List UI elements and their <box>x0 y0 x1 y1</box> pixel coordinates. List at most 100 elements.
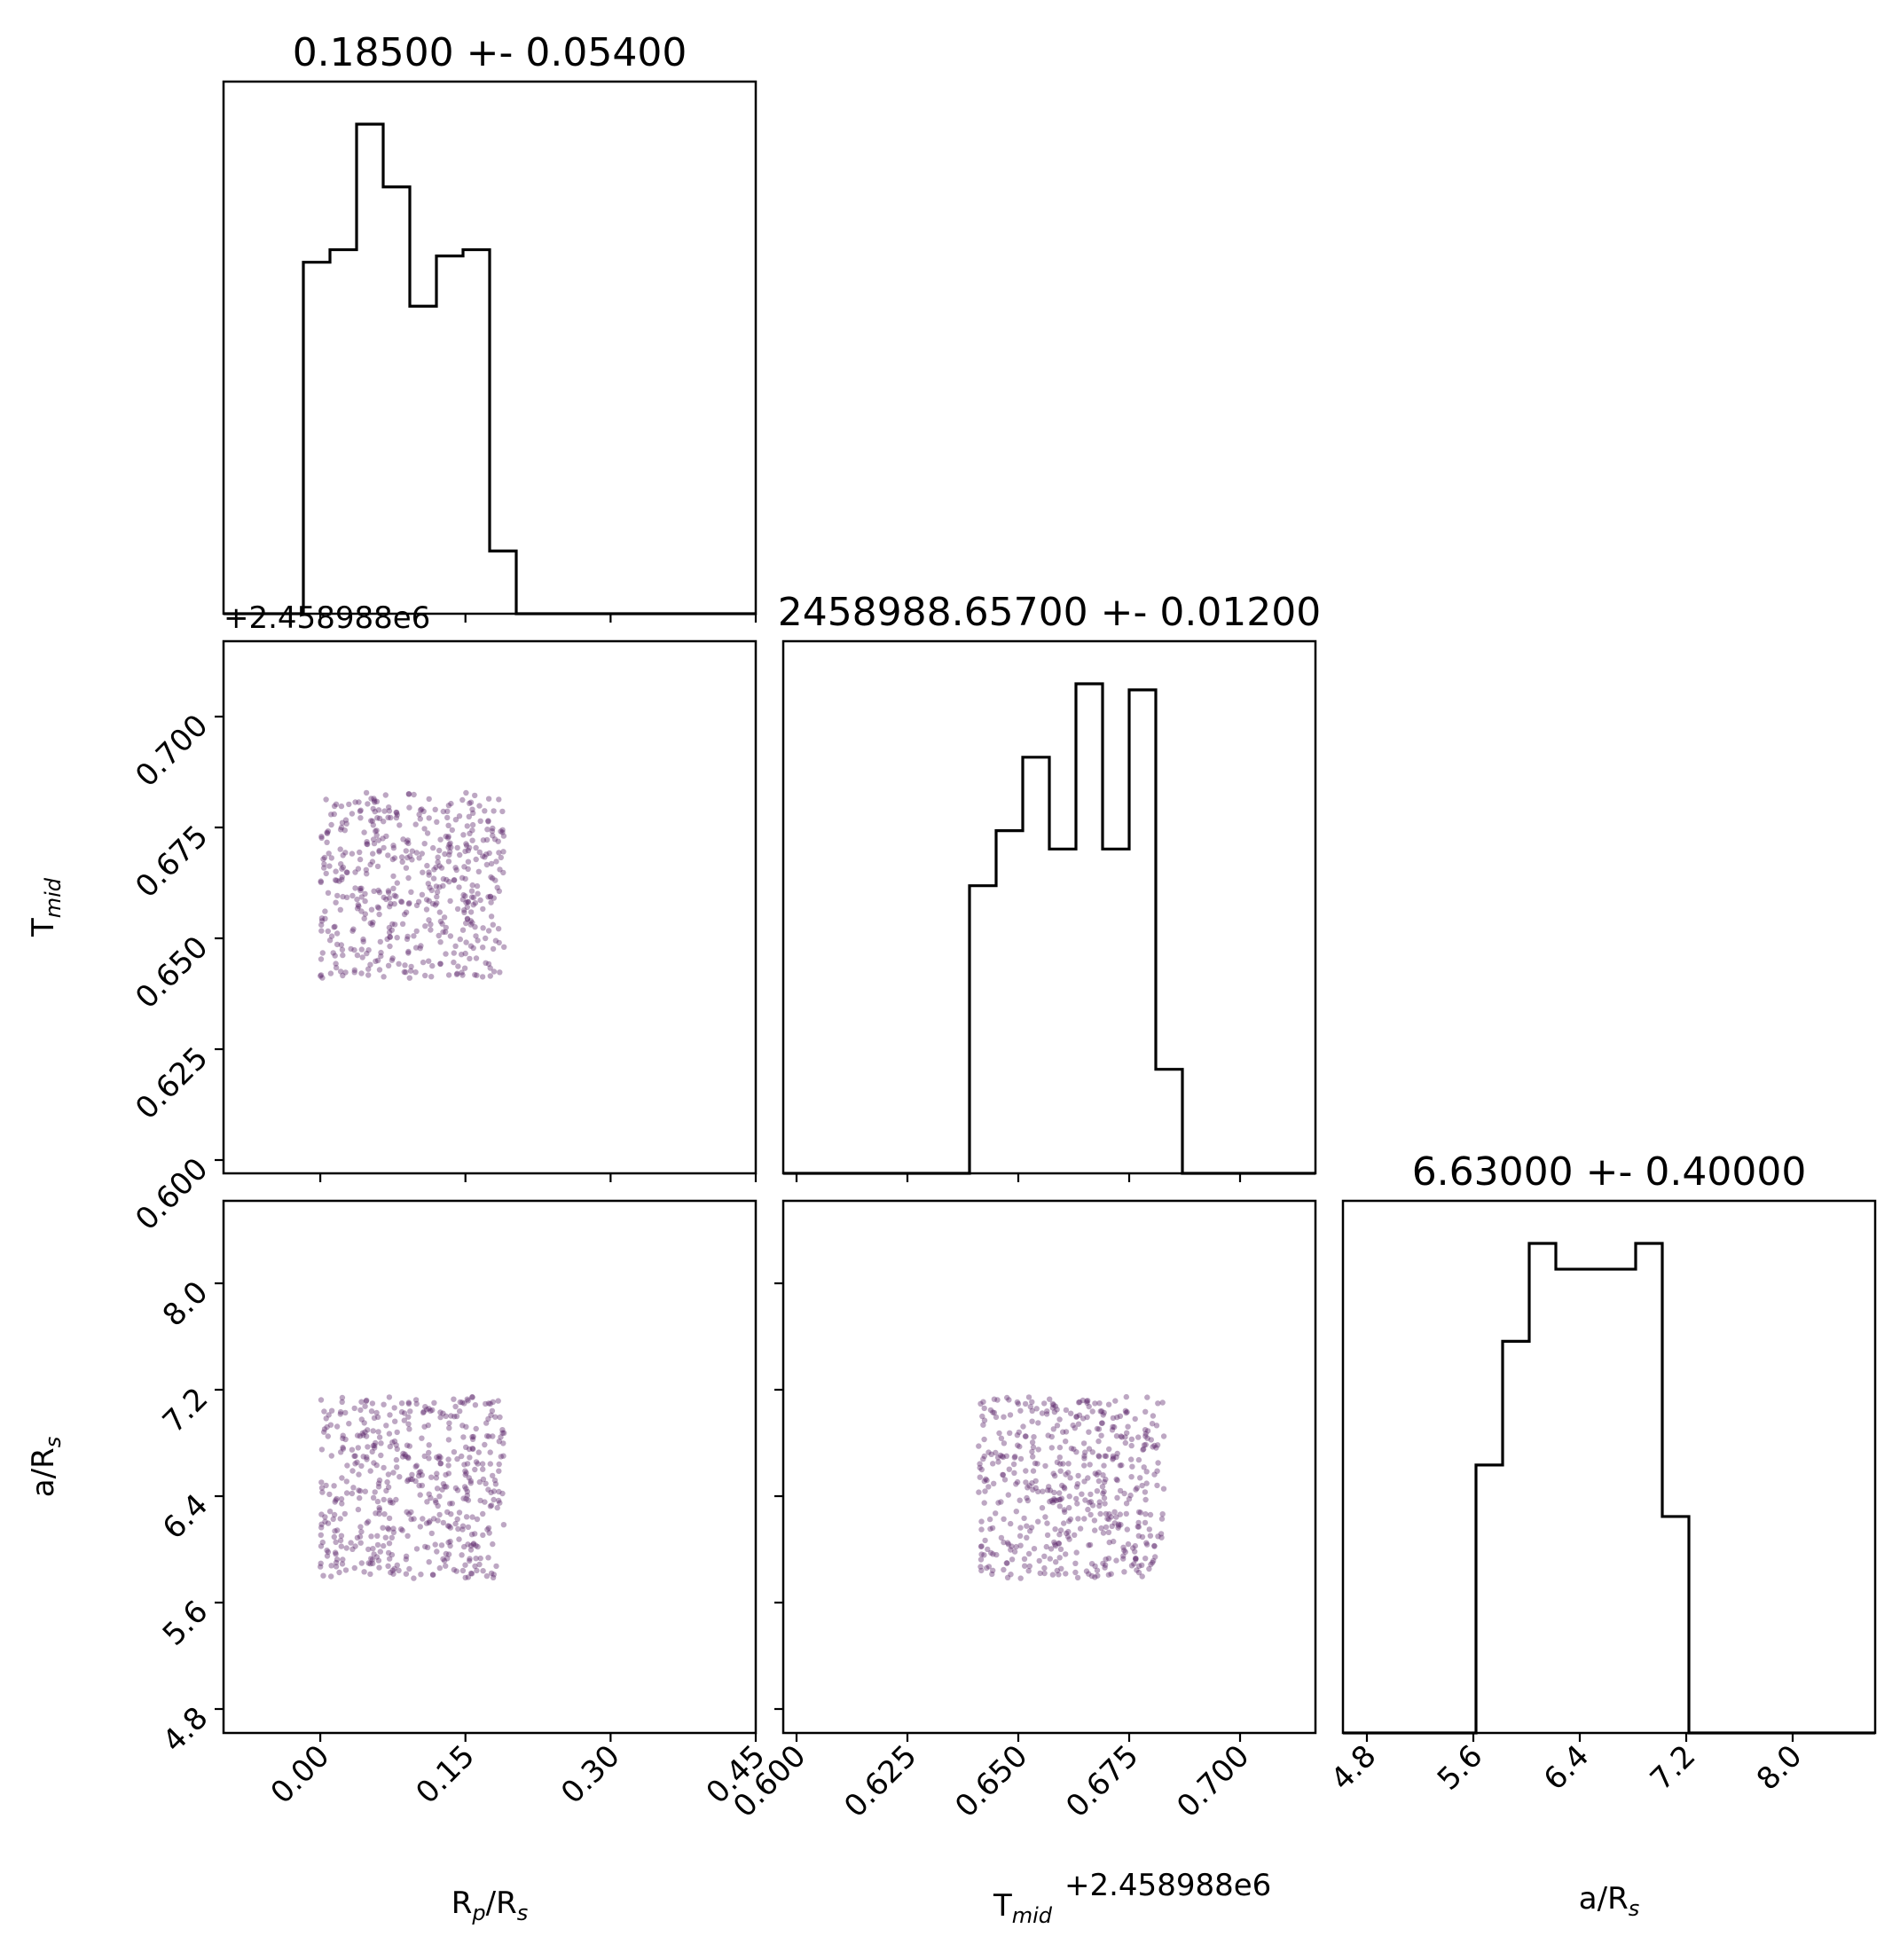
scatter-point <box>362 1429 368 1435</box>
scatter-point <box>446 1523 452 1530</box>
scatter-point <box>1052 1472 1058 1479</box>
scatter-point <box>369 1400 376 1407</box>
scatter-point <box>443 1413 449 1420</box>
scatter-point <box>386 1526 392 1533</box>
scatter-point <box>466 844 473 851</box>
scatter-point <box>1072 1569 1079 1576</box>
scatter-point <box>405 840 412 847</box>
scatter-point <box>1011 1454 1018 1461</box>
scatter-point <box>416 811 422 818</box>
scatter-point <box>447 1501 453 1507</box>
scatter-point <box>1150 1557 1157 1564</box>
histogram-rp <box>224 122 756 615</box>
scatter-point <box>480 1532 486 1539</box>
scatter-point <box>1124 1526 1131 1533</box>
scatter-point <box>465 1541 471 1548</box>
scatter-point <box>318 1521 325 1527</box>
scatter-point <box>327 970 334 976</box>
scatter-point <box>1025 1394 1032 1400</box>
scatter-point <box>1052 1403 1059 1409</box>
scatter-point <box>422 1543 428 1550</box>
scatter-point <box>430 844 436 851</box>
scatter-point <box>1135 1509 1142 1516</box>
scatter-point <box>1094 1567 1101 1573</box>
scatter-point <box>985 1484 992 1490</box>
scatter-point <box>1150 1444 1156 1450</box>
scatter-point <box>404 854 411 861</box>
scatter-point <box>444 835 451 841</box>
scatter-point <box>334 1423 341 1430</box>
scatter-point <box>1154 1468 1160 1474</box>
x-axis-label-tmid: Tmid <box>993 1888 1053 1928</box>
scatter-point <box>405 1477 412 1483</box>
scatter-point <box>489 827 496 835</box>
scatter-point <box>463 843 470 849</box>
scatter-point <box>1079 1491 1085 1497</box>
scatter-point <box>1135 1524 1142 1530</box>
scatter-point <box>374 957 381 964</box>
scatter-point <box>461 1484 468 1490</box>
scatter-point <box>375 1480 382 1486</box>
scatter-point <box>333 1564 340 1570</box>
scatter-point <box>365 1427 371 1433</box>
scatter-rp-vs-tmid <box>318 789 507 981</box>
scatter-point <box>365 966 372 972</box>
x-tick-label: 0.30 <box>554 1738 627 1811</box>
scatter-point <box>498 1434 504 1440</box>
scatter-point <box>463 899 469 906</box>
scatter-point <box>482 1441 488 1448</box>
scatter-point <box>1123 1409 1129 1416</box>
scatter-point <box>1056 1496 1063 1503</box>
scatter-point <box>1111 1423 1118 1431</box>
scatter-point <box>490 1574 497 1581</box>
scatter-point <box>483 1572 491 1580</box>
scatter-point <box>404 933 411 940</box>
scatter-point <box>339 1501 345 1507</box>
scatter-point <box>318 973 324 979</box>
scatter-point <box>354 1459 360 1466</box>
scatter-point <box>1131 1561 1137 1567</box>
scatter-point <box>490 921 496 928</box>
scatter-point <box>492 1481 499 1487</box>
scatter-point <box>1063 1471 1069 1478</box>
scatter-point <box>1013 1509 1020 1515</box>
scatter-point <box>400 1450 406 1457</box>
scatter-point <box>446 842 452 848</box>
scatter-point <box>373 828 379 835</box>
scatter-point <box>1142 1556 1149 1562</box>
scatter-point <box>1006 1397 1012 1403</box>
scatter-point <box>342 1436 349 1443</box>
scatter-point <box>343 1545 349 1551</box>
scatter-point <box>360 936 366 943</box>
scatter-point <box>382 1534 389 1541</box>
scatter-point <box>464 1396 470 1402</box>
scatter-point <box>1023 1433 1029 1439</box>
scatter-point <box>1094 1471 1100 1478</box>
histograms <box>224 122 1875 1735</box>
scatter-point <box>318 1446 326 1453</box>
scatter-point <box>358 970 365 976</box>
x-tick-label: 0.675 <box>1059 1738 1145 1824</box>
scatter-point <box>1146 1565 1152 1572</box>
scatter-point <box>406 1426 412 1432</box>
scatter-point <box>437 1414 444 1421</box>
scatter-point <box>1025 1485 1031 1491</box>
scatter-point <box>417 945 423 952</box>
scatter-point <box>383 896 389 903</box>
scatter-point <box>406 1443 412 1449</box>
scatter-point <box>349 892 356 899</box>
scatter-point <box>981 1436 987 1443</box>
scatter-point <box>1087 1499 1095 1505</box>
scatter-point <box>394 1446 400 1453</box>
scatter-point <box>378 1440 384 1446</box>
scatter-point <box>1128 1563 1135 1569</box>
scatter-point <box>1056 1454 1064 1461</box>
scatter-point <box>444 1523 451 1529</box>
y-axis-offset-text: +2.458988e6 <box>224 600 430 636</box>
scatter-point <box>1123 1393 1130 1400</box>
scatter-point <box>399 1454 406 1460</box>
scatter-point <box>368 1556 374 1562</box>
scatter-point <box>977 1400 984 1407</box>
scatter-point <box>416 1482 422 1489</box>
scatter-point <box>420 869 426 875</box>
